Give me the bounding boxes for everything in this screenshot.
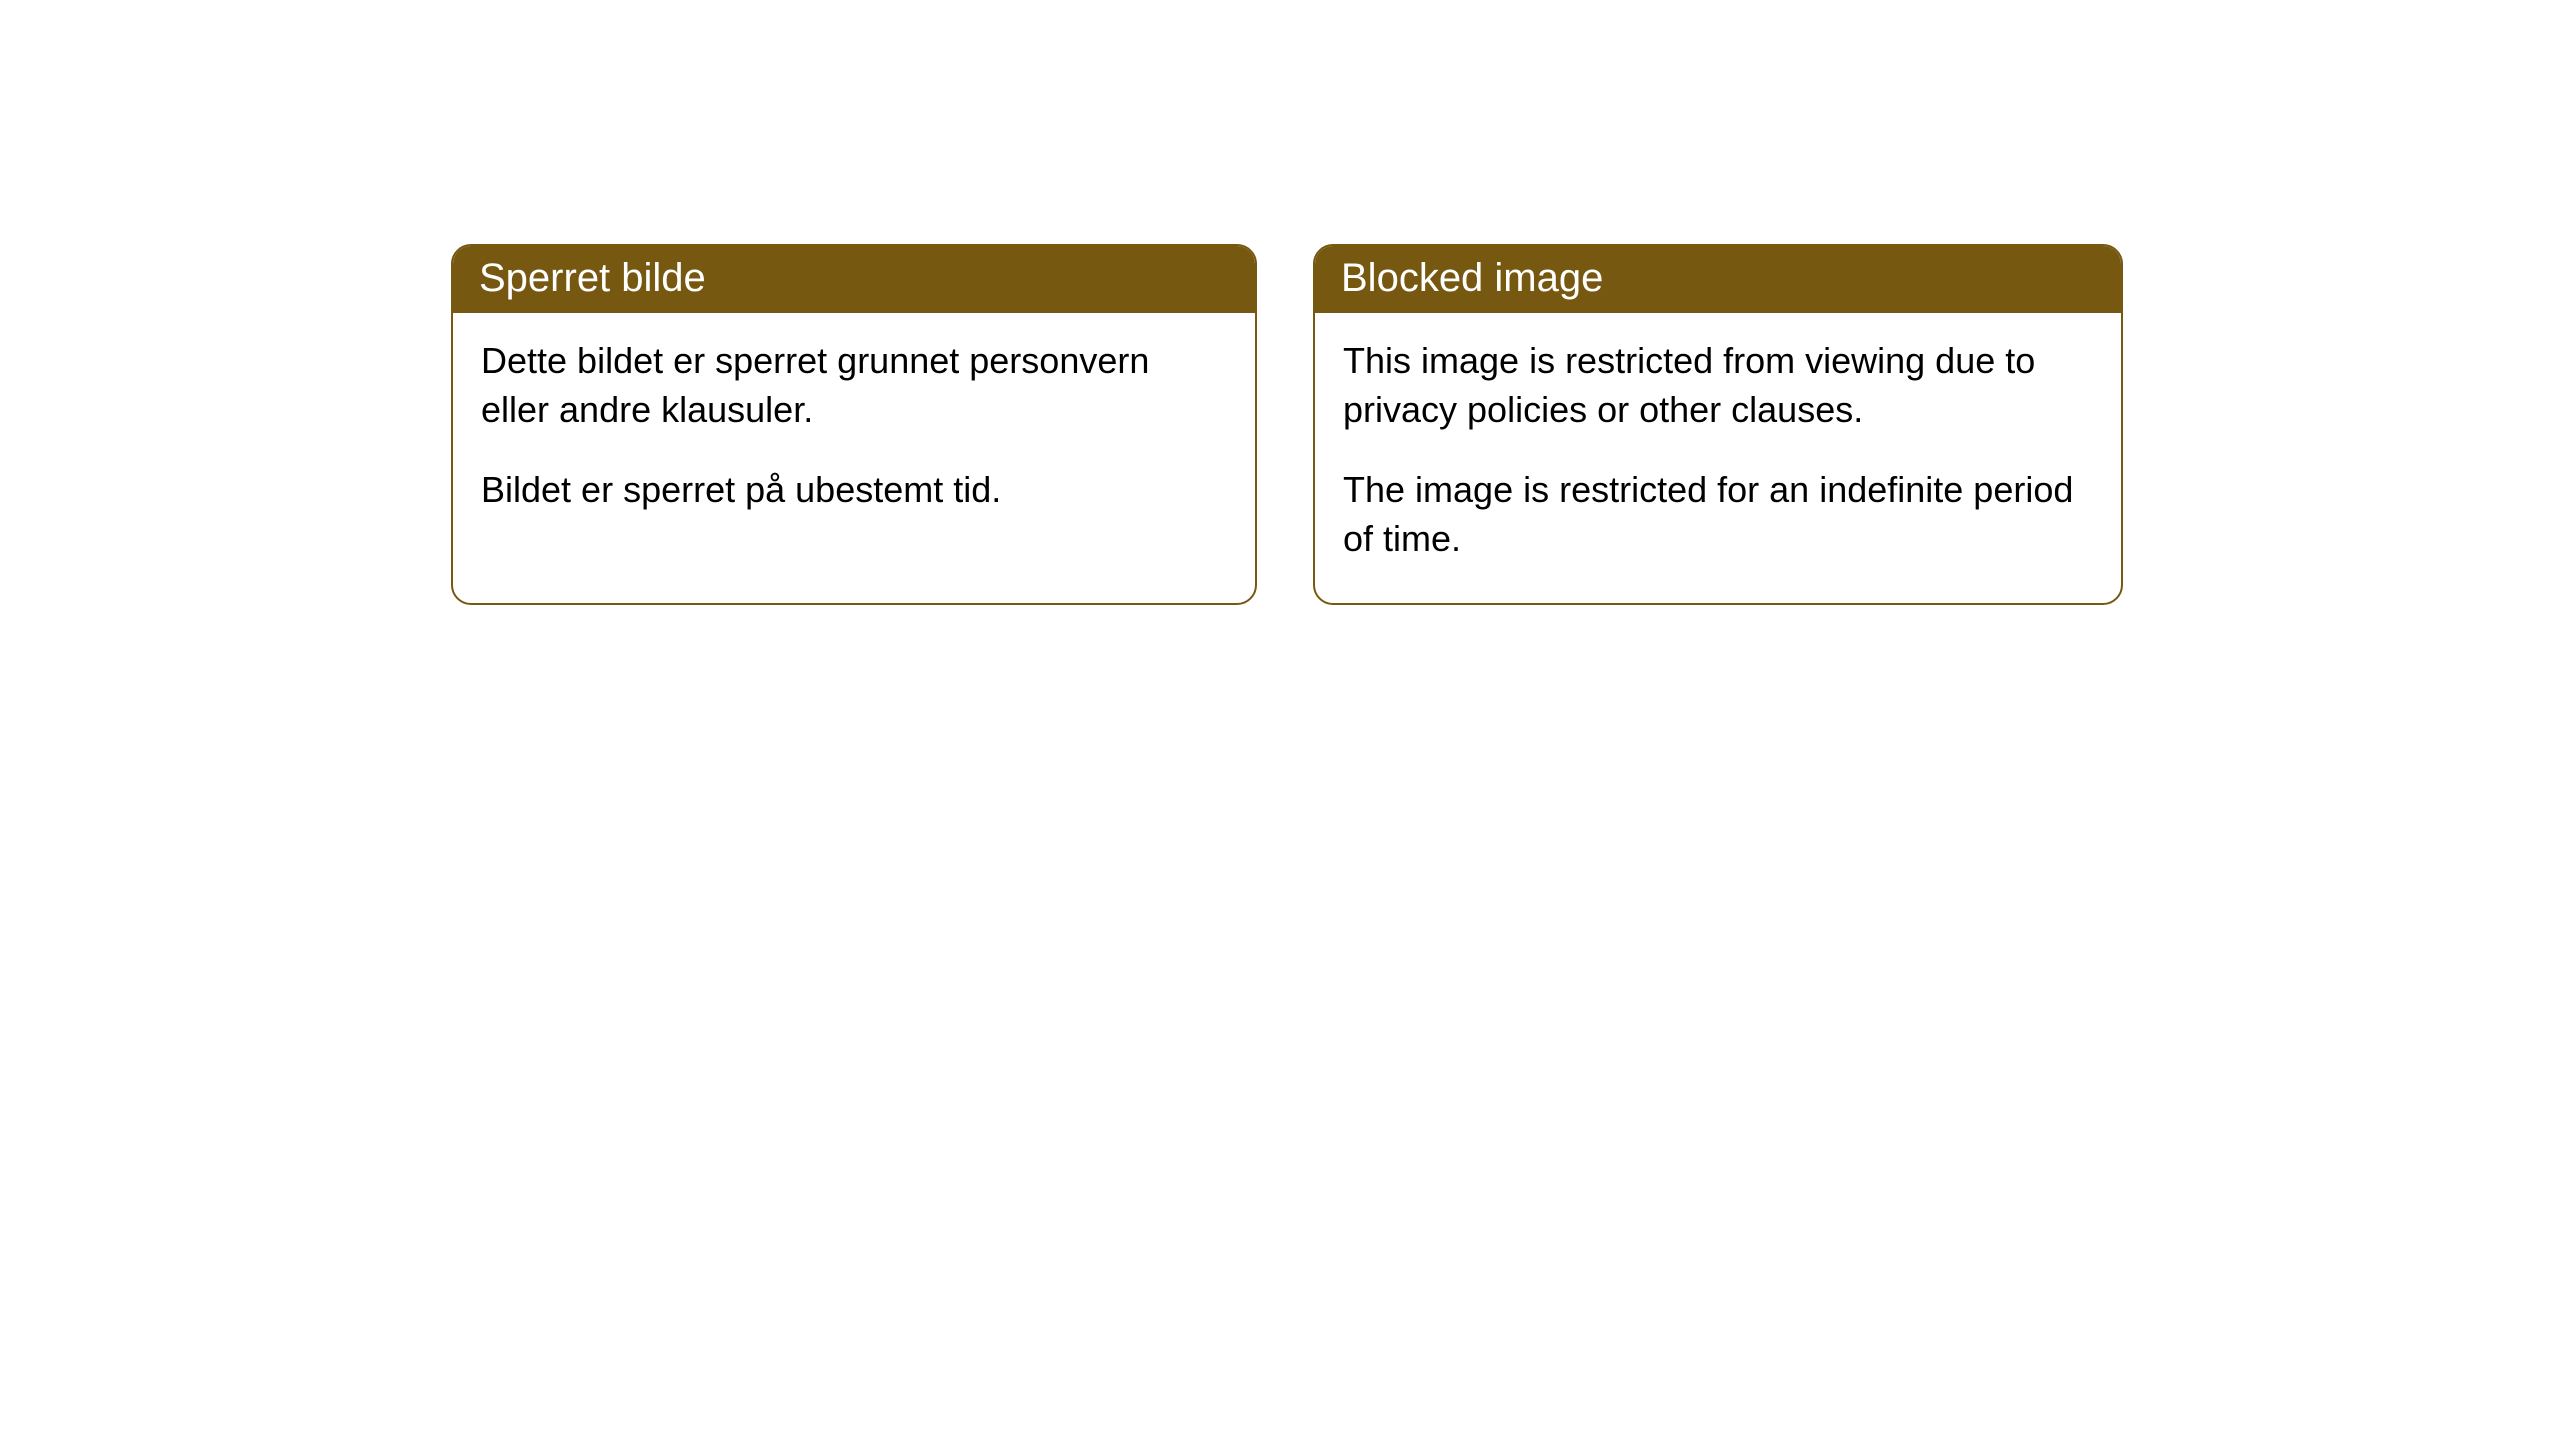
card-body-no: Dette bildet er sperret grunnet personve… xyxy=(453,313,1255,555)
card-paragraph: The image is restricted for an indefinit… xyxy=(1343,466,2093,563)
blocked-image-card-no: Sperret bilde Dette bildet er sperret gr… xyxy=(451,244,1257,605)
card-title-no: Sperret bilde xyxy=(453,246,1255,313)
card-title-en: Blocked image xyxy=(1315,246,2121,313)
blocked-image-card-en: Blocked image This image is restricted f… xyxy=(1313,244,2123,605)
card-body-en: This image is restricted from viewing du… xyxy=(1315,313,2121,603)
card-paragraph: This image is restricted from viewing du… xyxy=(1343,337,2093,434)
card-paragraph: Bildet er sperret på ubestemt tid. xyxy=(481,466,1227,515)
card-paragraph: Dette bildet er sperret grunnet personve… xyxy=(481,337,1227,434)
notice-cards-container: Sperret bilde Dette bildet er sperret gr… xyxy=(451,244,2123,605)
